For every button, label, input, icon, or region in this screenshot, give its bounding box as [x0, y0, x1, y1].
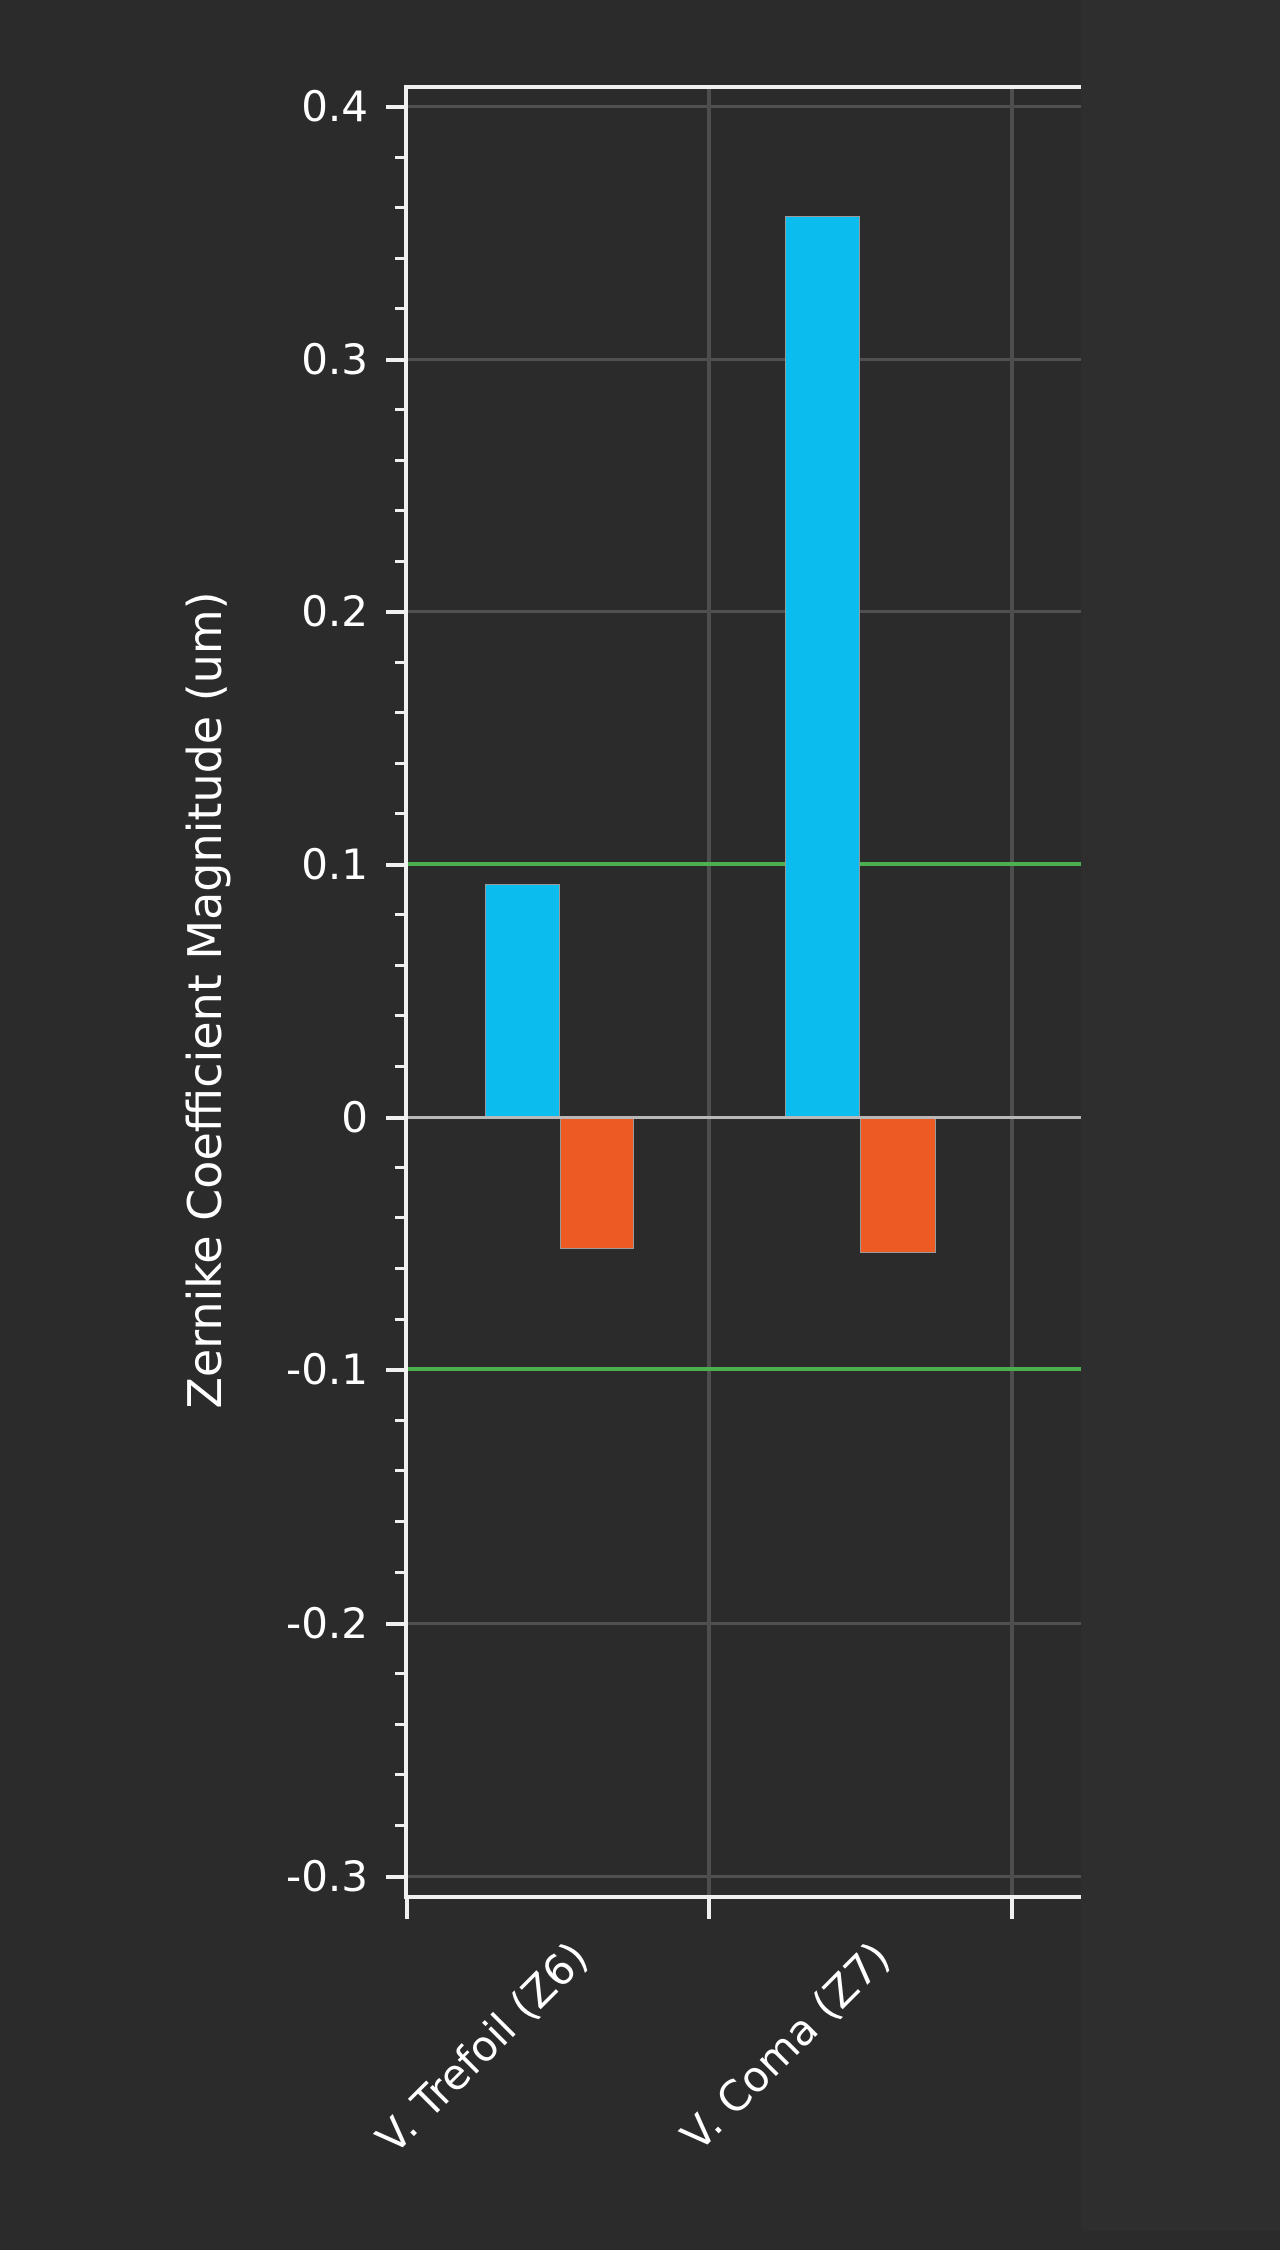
ytick-label: 0.3 [301, 335, 368, 384]
ytick-major [386, 1622, 404, 1626]
plot-border-top [407, 85, 1081, 89]
ytick-label: 0.2 [301, 587, 368, 636]
ytick-minor [395, 1318, 404, 1321]
threshold-line-upper [407, 862, 1081, 866]
ytick-minor [395, 812, 404, 815]
ytick-minor [395, 1520, 404, 1523]
x-label-coma: V. Coma (Z7) [671, 1932, 900, 2161]
y-axis-line [404, 85, 408, 1899]
ytick-label: -0.3 [286, 1852, 368, 1901]
ytick-minor [395, 661, 404, 664]
vgridline-2 [1010, 89, 1014, 1895]
ytick-major [386, 1875, 404, 1879]
ytick-minor [395, 913, 404, 916]
bar-trefoil-negative [560, 1117, 634, 1249]
ytick-minor [395, 1773, 404, 1776]
ytick-major [386, 1368, 404, 1372]
ytick-minor [395, 560, 404, 563]
ytick-minor [395, 509, 404, 512]
bar-coma-positive [785, 216, 860, 1117]
xtick [1010, 1897, 1014, 1919]
ytick-minor [395, 1672, 404, 1675]
ytick-major [386, 1116, 404, 1120]
ytick-label: 0.1 [301, 840, 368, 889]
x-label-trefoil: V. Trefoil (Z6) [366, 1932, 598, 2163]
y-axis-title: Zernike Coefficient Magnitude (um) [178, 591, 232, 1409]
ytick-minor [395, 1469, 404, 1472]
gridline-0.2 [407, 610, 1081, 613]
ytick-major [386, 610, 404, 614]
ytick-label: 0 [341, 1093, 368, 1142]
ytick-minor [395, 459, 404, 462]
gridline-0.3 [407, 358, 1081, 361]
xtick [707, 1897, 711, 1919]
bar-trefoil-positive [485, 884, 560, 1117]
xtick [405, 1897, 409, 1919]
ytick-minor [395, 206, 404, 209]
ytick-major [386, 105, 404, 109]
ytick-minor [395, 257, 404, 260]
zero-line [407, 1116, 1081, 1119]
ytick-label: -0.2 [286, 1599, 368, 1648]
ytick-major [386, 863, 404, 867]
ytick-minor [395, 711, 404, 714]
ytick-minor [395, 156, 404, 159]
ytick-minor [395, 964, 404, 967]
ytick-minor [395, 1419, 404, 1422]
ytick-minor [395, 1267, 404, 1270]
x-axis-line [404, 1895, 1081, 1899]
ytick-label: -0.1 [286, 1345, 368, 1394]
ytick-label: 0.4 [301, 82, 368, 131]
right-background-panel [1081, 0, 1280, 2231]
ytick-minor [395, 1571, 404, 1574]
ytick-major [386, 358, 404, 362]
gridline-0.4 [407, 105, 1081, 108]
gridline-neg0.3 [407, 1875, 1081, 1878]
ytick-minor [395, 1216, 404, 1219]
vgridline-1 [707, 89, 711, 1895]
ytick-minor [395, 1166, 404, 1169]
ytick-minor [395, 1723, 404, 1726]
bar-coma-negative [860, 1117, 936, 1253]
ytick-minor [395, 408, 404, 411]
gridline-neg0.2 [407, 1622, 1081, 1625]
ytick-minor [395, 1065, 404, 1068]
threshold-line-lower [407, 1367, 1081, 1371]
ytick-minor [395, 1824, 404, 1827]
ytick-minor [395, 762, 404, 765]
ytick-minor [395, 307, 404, 310]
ytick-minor [395, 1014, 404, 1017]
